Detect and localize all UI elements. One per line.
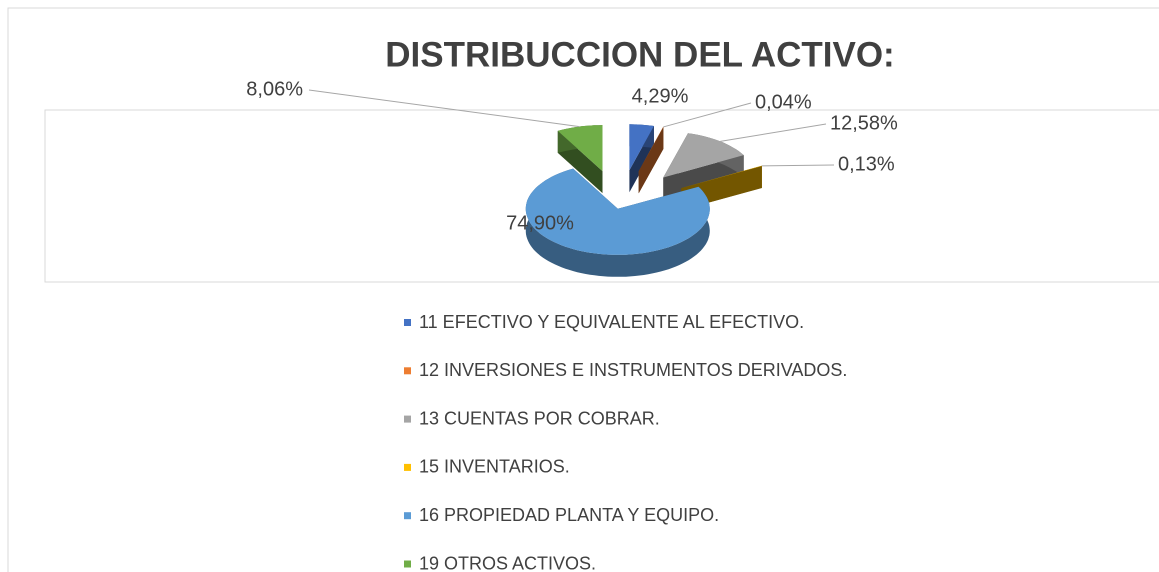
legend-marker (404, 367, 411, 375)
leader-line (720, 123, 827, 142)
data-label: 0,13% (838, 153, 895, 175)
slice-top (629, 124, 654, 171)
legend-marker (404, 319, 411, 326)
legend-label: 11 EFECTIVO Y EQUIVALENTE AL EFECTIVO. (419, 312, 804, 332)
legend-label: 12 INVERSIONES E INSTRUMENTOS DERIVADOS. (419, 360, 847, 380)
data-label: 0,04% (755, 91, 812, 113)
data-label: 12,58% (830, 112, 898, 134)
legend-marker (404, 463, 411, 471)
legend-label: 13 CUENTAS POR COBRAR. (419, 408, 660, 428)
pie-slice (638, 126, 664, 194)
slice-wall (638, 127, 664, 194)
chart-border (7, 7, 1159, 572)
slice-top (638, 126, 664, 172)
leader-line (308, 89, 580, 128)
legend-label: 16 PROPIEDAD PLANTA Y EQUIPO. (419, 505, 719, 525)
data-label: 8,06% (246, 78, 303, 100)
legend-label: 19 OTROS ACTIVOS. (419, 553, 596, 572)
slice-top (557, 125, 603, 172)
data-label: 4,29% (632, 85, 689, 107)
legend-marker (404, 415, 411, 423)
slice-top (663, 133, 744, 178)
data-label: 74,90% (506, 212, 574, 234)
pie-slice (525, 168, 710, 277)
slice-top (525, 168, 710, 255)
leader-line (663, 102, 752, 128)
leader-line (761, 164, 835, 167)
legend-marker (404, 512, 411, 520)
plot-area (44, 109, 1159, 283)
pie-slice (629, 124, 654, 193)
slice-side (525, 168, 710, 277)
slice-top (681, 165, 762, 189)
legend-marker (404, 560, 411, 568)
legend-label: 15 INVENTARIOS. (419, 457, 570, 477)
pie-slice (557, 125, 603, 194)
chart-title: DISTRIBUCCION DEL ACTIVO: (385, 35, 894, 74)
